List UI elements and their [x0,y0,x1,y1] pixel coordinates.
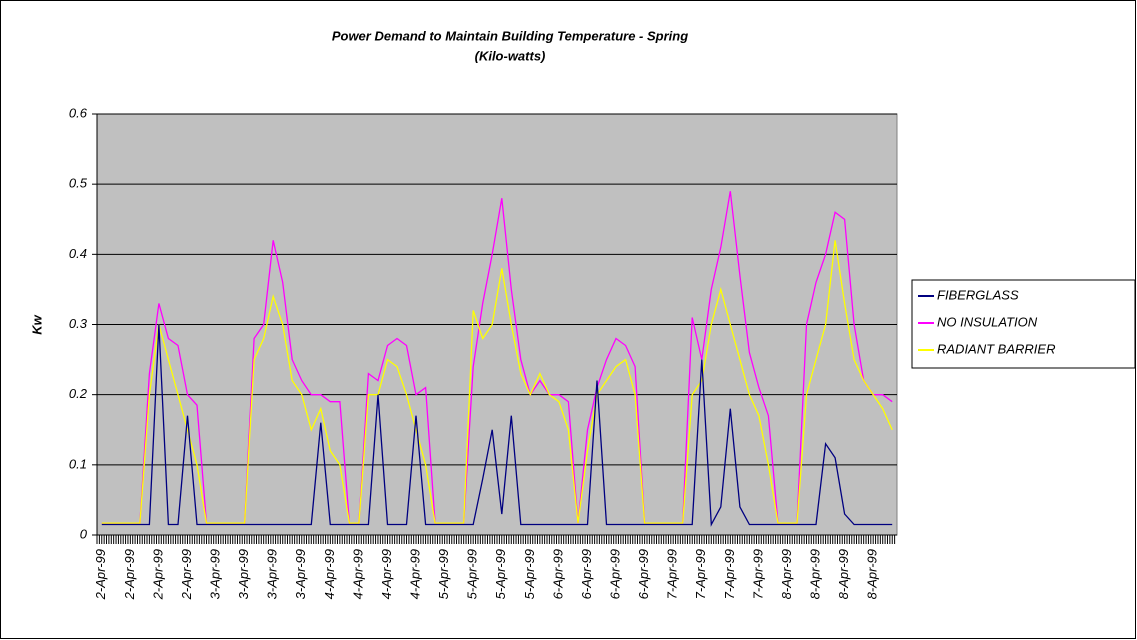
y-tick-label: 0.2 [69,386,88,401]
x-tick-label: 2-Apr-99 [122,549,137,600]
x-tick-label: 3-Apr-99 [293,549,308,599]
x-tick-label: 6-Apr-99 [550,549,565,599]
x-tick-label: 7-Apr-99 [665,549,680,599]
x-tick-label: 4-Apr-99 [407,549,422,599]
legend-label: NO INSULATION [937,314,1038,329]
x-tick-label: 6-Apr-99 [636,549,651,599]
x-tick-label: 3-Apr-99 [207,549,222,599]
x-tick-label: 5-Apr-99 [522,549,537,599]
chart-title: Power Demand to Maintain Building Temper… [332,28,688,43]
y-tick-label: 0.5 [69,176,88,191]
x-tick-label: 4-Apr-99 [350,549,365,599]
x-tick-label: 5-Apr-99 [436,549,451,599]
y-tick-label: 0.1 [69,456,87,471]
x-tick-label: 6-Apr-99 [607,549,622,599]
legend-box [911,279,1136,369]
y-tick-label: 0.4 [69,246,87,261]
x-tick-label: 8-Apr-99 [836,549,851,599]
x-tick-label: 4-Apr-99 [379,549,394,599]
legend-label: FIBERGLASS [937,287,1019,302]
x-tick-label: 7-Apr-99 [693,549,708,599]
y-axis-label: Kw [29,314,44,334]
chart-subtitle: (Kilo-watts) [475,48,546,63]
series-line [101,324,893,527]
x-tick-label: 2-Apr-99 [93,549,108,600]
x-tick-label: 6-Apr-99 [579,549,594,599]
series-line [101,240,893,524]
x-tick-label: 7-Apr-99 [722,549,737,599]
x-tick-label: 3-Apr-99 [236,549,251,599]
x-tick-label: 4-Apr-99 [322,549,337,599]
x-tick-label: 2-Apr-99 [179,549,194,600]
legend-label: RADIANT BARRIER [937,341,1055,356]
x-tick-label: 7-Apr-99 [750,549,765,599]
x-tick-label: 5-Apr-99 [465,549,480,599]
x-tick-label: 3-Apr-99 [265,549,280,599]
x-tick-label: 5-Apr-99 [493,549,508,599]
y-tick-label: 0.3 [69,316,88,331]
x-tick-label: 8-Apr-99 [865,549,880,599]
y-tick-label: 0.6 [69,105,88,120]
x-tick-label: 8-Apr-99 [807,549,822,599]
y-tick-label: 0 [80,526,88,541]
x-tick-label: 8-Apr-99 [779,549,794,599]
x-tick-label: 2-Apr-99 [150,549,165,600]
